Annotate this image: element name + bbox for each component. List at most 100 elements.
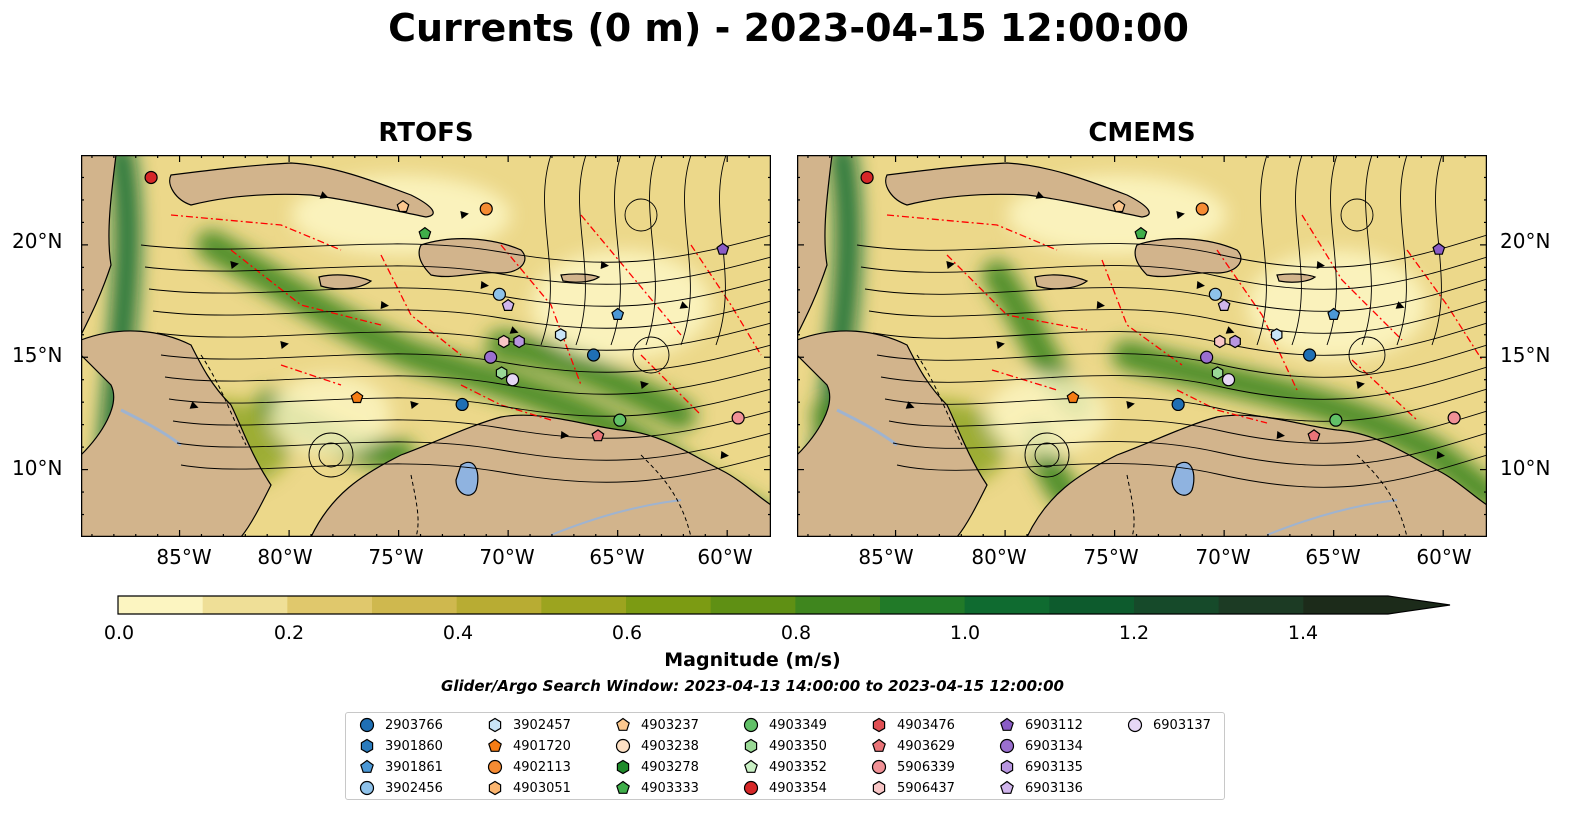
legend-swatch-4903278 — [616, 759, 630, 775]
map-panel-rtofs — [81, 155, 771, 537]
hexagon-marker-icon — [872, 780, 886, 796]
legend-item-3901860: 3901860 — [358, 736, 443, 756]
legend-label: 4903333 — [641, 780, 699, 796]
legend-label: 6903134 — [1025, 738, 1083, 754]
legend-label: 3901861 — [385, 759, 443, 775]
streamline — [144, 256, 771, 285]
legend-swatch-4903237 — [616, 717, 630, 731]
streamline — [1396, 155, 1408, 346]
streamline-arrow — [946, 261, 955, 269]
legend-swatch-4903350 — [744, 738, 758, 754]
legend-label: 3901860 — [385, 738, 443, 754]
lon-label-cmems-60: 60°W — [1416, 545, 1472, 569]
river — [120, 408, 182, 447]
land-cuba — [169, 162, 434, 218]
hexagon-marker-icon — [488, 717, 502, 733]
colorbar-segment — [118, 596, 204, 614]
land-jamaica — [1034, 274, 1089, 290]
legend-item-4903278: 4903278 — [614, 757, 699, 777]
colorbar-tick-3: 0.6 — [611, 622, 643, 644]
streamline — [680, 155, 692, 346]
legend-label: 4902113 — [513, 759, 571, 775]
streamline-arrow — [319, 191, 329, 199]
legend-swatch-6903112 — [1000, 717, 1014, 731]
pentagon-marker-icon — [616, 717, 630, 731]
colorbar-segment — [1303, 596, 1389, 614]
float-marker-6903134 — [1200, 350, 1214, 364]
float-marker-4903237 — [1112, 199, 1126, 213]
eez-boundary — [170, 214, 762, 421]
land-central-america — [797, 330, 988, 537]
streamline-arrow — [720, 451, 729, 459]
legend-swatch-6903136 — [1000, 780, 1014, 794]
streamline-arrow — [380, 301, 389, 309]
float-marker-6903134 — [484, 350, 498, 364]
land-south-america — [310, 414, 771, 537]
legend-item-6903136: 6903136 — [998, 778, 1083, 798]
streamline-arrow — [1096, 301, 1105, 309]
colorbar — [117, 595, 1451, 615]
lat-label-right-15: 15°N — [1500, 343, 1551, 367]
search-window-text: Glider/Argo Search Window: 2023-04-13 14… — [441, 677, 1064, 695]
eddy-streamline — [1348, 336, 1386, 374]
eddy-streamline — [1024, 432, 1070, 478]
streamline — [860, 256, 1487, 290]
float-marker-4902113 — [1195, 202, 1209, 216]
main-title: Currents (0 m) - 2023-04-15 12:00:00 — [388, 6, 1189, 50]
float-marker-4903333 — [418, 226, 432, 240]
legend-label: 6903136 — [1025, 780, 1083, 796]
lon-label-cmems-70: 70°W — [1195, 545, 1251, 569]
colorbar-tick-4: 0.8 — [780, 622, 812, 644]
colorbar-segment — [626, 596, 712, 614]
eddy-streamline — [632, 336, 670, 374]
legend-label: 5906339 — [897, 759, 955, 775]
panel-title-rtofs: RTOFS — [378, 118, 474, 148]
hexagon-marker-icon — [872, 717, 886, 733]
float-marker-3902457 — [554, 328, 567, 342]
pentagon-marker-icon — [1000, 780, 1014, 794]
float-marker-4903349 — [613, 413, 627, 427]
river — [836, 408, 898, 447]
colorbar-segment — [964, 596, 1050, 614]
eddy-streamline — [318, 442, 344, 468]
lat-label-right-10: 10°N — [1500, 456, 1551, 480]
lon-label-rtofs-75: 75°W — [368, 545, 424, 569]
eddy-streamline — [1034, 442, 1060, 468]
float-marker-5906437 — [1214, 334, 1226, 349]
float-marker-4902113 — [479, 202, 493, 216]
streamline-arrow — [509, 326, 519, 334]
map-cmems-svg — [797, 155, 1487, 537]
float-marker-5906437 — [498, 334, 510, 349]
pentagon-marker-icon — [1000, 717, 1014, 731]
streamline — [540, 155, 552, 346]
colorbar-tick-5: 1.0 — [949, 622, 981, 644]
float-marker-2903766 — [455, 397, 469, 412]
streamline — [1291, 155, 1303, 346]
colorbar-segment — [880, 596, 966, 614]
streamline-arrow — [1176, 211, 1185, 219]
legend-item-4903476: 4903476 — [870, 715, 955, 735]
float-marker-4903354 — [860, 170, 874, 185]
legend-swatch-4903333 — [616, 780, 630, 794]
float-legend: 2903766 3901860 3901861 3902456 3902457 49017… — [345, 712, 1225, 800]
float-marker-5906339 — [1447, 411, 1461, 425]
legend-label: 4903349 — [769, 717, 827, 733]
lon-label-rtofs-65: 65°W — [589, 545, 645, 569]
pentagon-marker-icon — [744, 759, 758, 773]
legend-label: 4903352 — [769, 759, 827, 775]
colorbar-segment — [202, 596, 288, 614]
legend-swatch-4903352 — [744, 759, 758, 773]
eez-boundary — [886, 214, 1483, 424]
map-frame — [797, 155, 1487, 537]
map-frame — [81, 155, 771, 537]
streamline — [856, 234, 1487, 268]
float-marker-4903237 — [396, 199, 410, 213]
legend-swatch-6903135 — [1000, 759, 1014, 775]
legend-label: 6903135 — [1025, 759, 1083, 775]
panel-title-cmems: CMEMS — [1088, 118, 1196, 148]
float-marker-3902456 — [1208, 287, 1222, 301]
float-marker-6903135 — [1229, 334, 1241, 349]
float-marker-4903629 — [1307, 429, 1321, 442]
streamline — [888, 410, 1487, 444]
streamline — [884, 388, 1487, 422]
